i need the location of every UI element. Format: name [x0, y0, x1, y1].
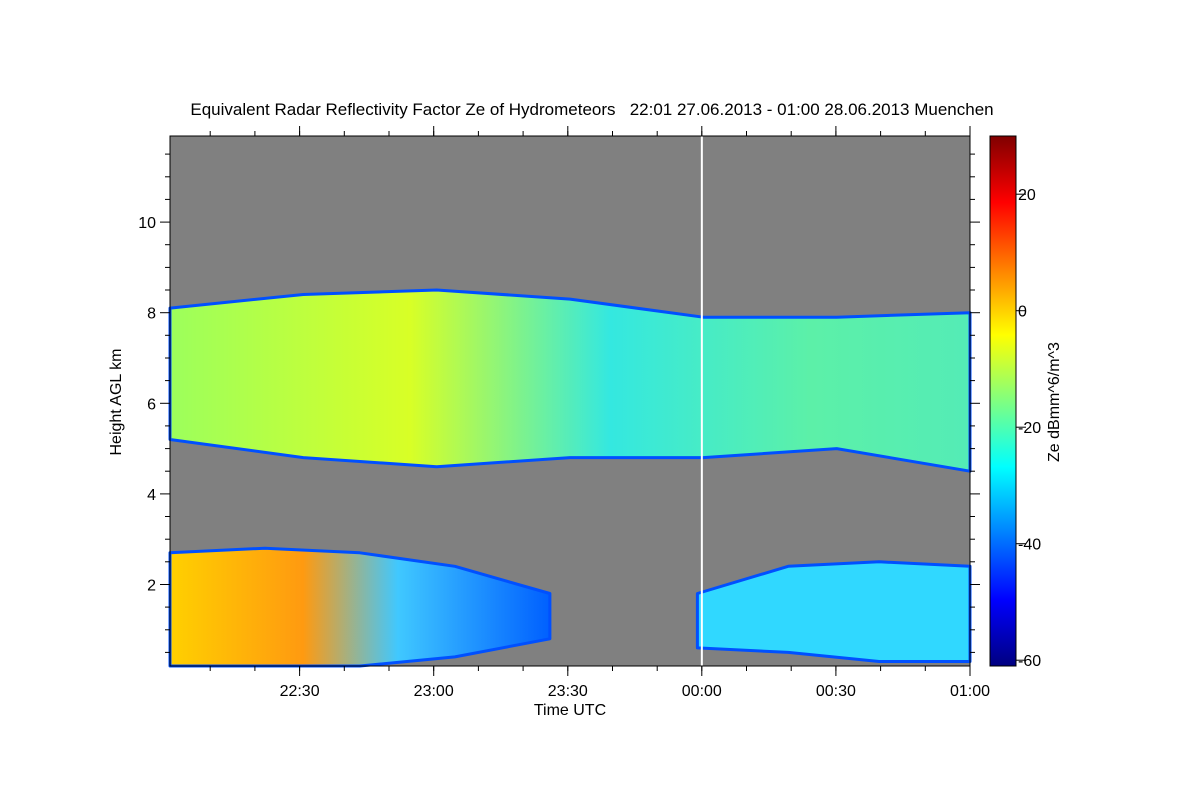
- x-axis-ticks: 22:30 23:00 23:30 00:00 00:30 01:00: [209, 126, 990, 700]
- colorbar: [989, 135, 1017, 667]
- colorbar-tick-label: 0: [1018, 304, 1027, 321]
- colorbar-tick-label: -40: [1018, 537, 1041, 554]
- x-tick-label: 23:30: [548, 683, 588, 700]
- colorbar-tick-label: 20: [1018, 187, 1036, 204]
- chart-title: Equivalent Radar Reflectivity Factor Ze …: [190, 100, 993, 119]
- x-tick-label: 00:00: [682, 683, 722, 700]
- colorbar-tick-label: -20: [1018, 420, 1041, 437]
- plot-frame: [169, 135, 971, 667]
- colorbar-label: Ze dBmm^6/m^3: [1046, 342, 1063, 462]
- x-axis-label: Time UTC: [534, 702, 606, 719]
- colorbar-tick-label: -60: [1018, 653, 1041, 670]
- y-tick-label: 10: [138, 215, 156, 232]
- y-tick-label: 8: [147, 306, 156, 323]
- colorbar-ticks: 20 0 -20 -40 -60: [1016, 187, 1041, 670]
- y-axis-ticks: 2 4 6 8 10: [138, 153, 980, 653]
- y-tick-label: 6: [147, 396, 156, 413]
- y-tick-label: 2: [147, 578, 156, 595]
- x-tick-label: 01:00: [950, 683, 990, 700]
- x-tick-label: 22:30: [280, 683, 320, 700]
- y-axis-label: Height AGL km: [108, 348, 125, 455]
- region-upper-cloud-layer: [168, 288, 972, 473]
- x-tick-label: 00:30: [816, 683, 856, 700]
- x-tick-label: 23:00: [414, 683, 454, 700]
- y-tick-label: 4: [147, 487, 156, 504]
